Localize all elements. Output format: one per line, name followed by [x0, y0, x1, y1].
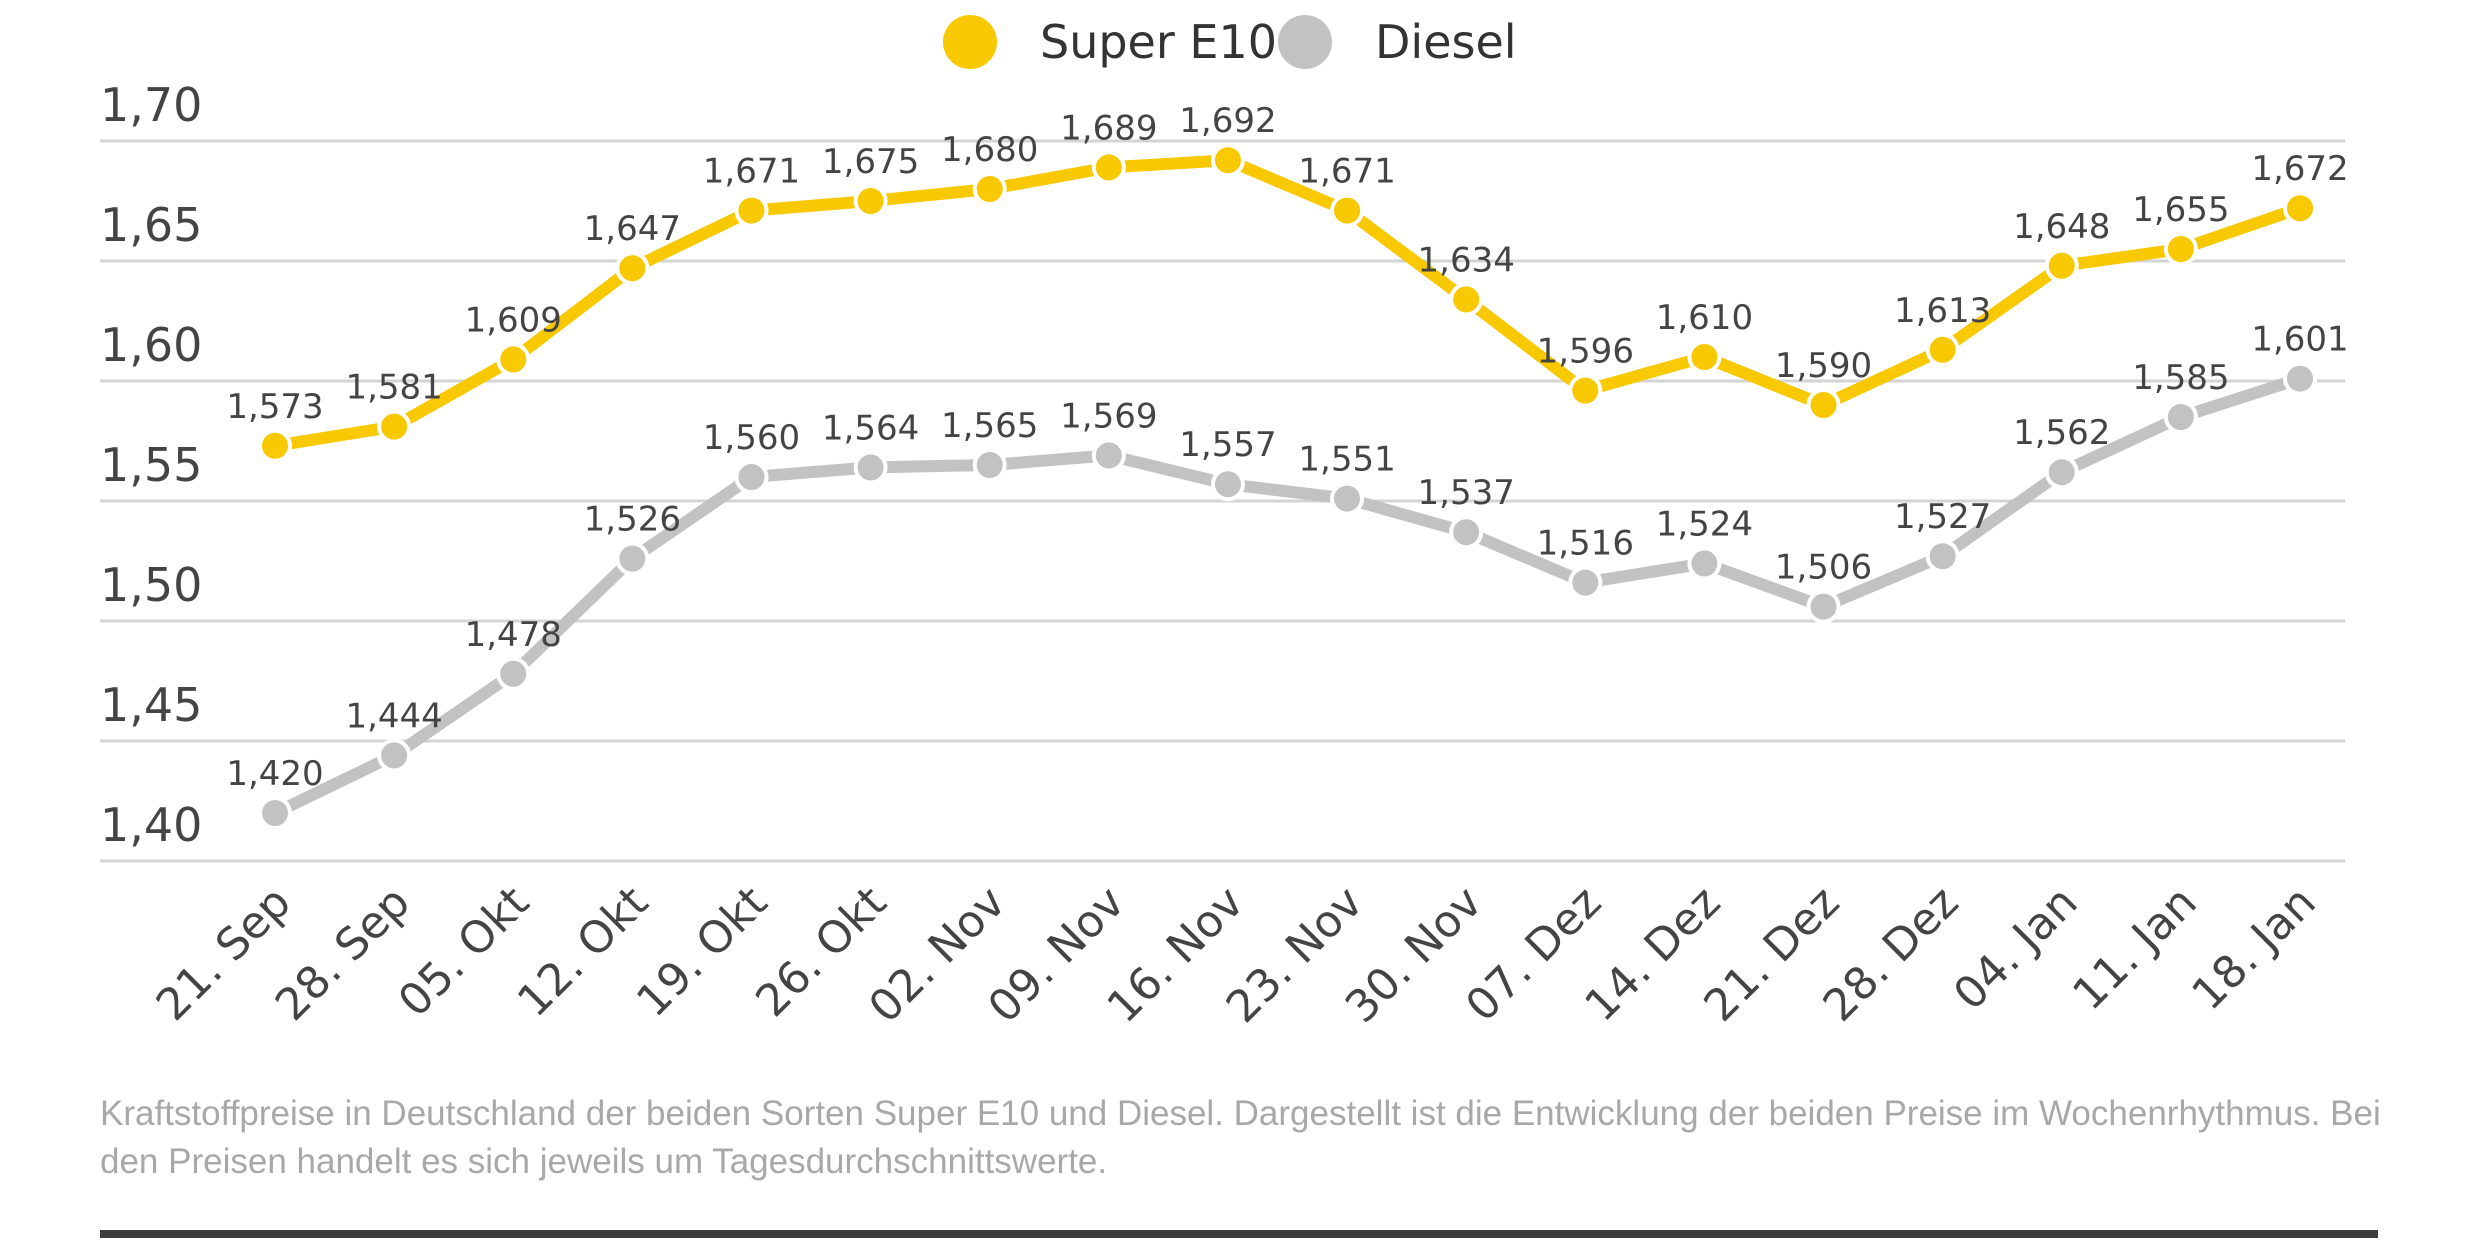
data-point	[2163, 232, 2198, 266]
bottom-divider	[100, 1230, 2378, 1238]
x-tick-label: 11. Jan	[2063, 877, 2206, 1020]
data-point	[2163, 400, 2198, 434]
data-label: 1,613	[1894, 291, 1991, 331]
x-tick-label: 04. Jan	[1944, 877, 2087, 1020]
data-point	[377, 738, 412, 773]
data-label: 1,671	[1298, 152, 1395, 192]
data-point	[1806, 589, 1841, 624]
data-label: 1,581	[345, 368, 442, 408]
x-tick-label: 18. Jan	[2182, 877, 2325, 1020]
data-label: 1,524	[1656, 504, 1753, 544]
series-line-diesel	[272, 372, 2302, 819]
data-label: 1,692	[1179, 101, 1276, 141]
x-tick-label: 05. Okt	[389, 877, 539, 1027]
data-point	[1925, 332, 1960, 367]
data-label: 1,527	[1894, 497, 1991, 537]
data-point	[2283, 191, 2317, 226]
data-point	[496, 656, 531, 691]
data-label: 1,569	[1060, 396, 1157, 436]
data-point	[1925, 539, 1960, 574]
data-label: 1,590	[1775, 346, 1872, 386]
series-line-super-e10	[274, 154, 2302, 452]
data-label: 1,689	[1060, 108, 1157, 148]
data-label: 1,444	[345, 696, 442, 736]
data-point	[1449, 282, 1484, 317]
legend-label: Diesel	[1375, 15, 1517, 69]
chart-caption: Kraftstoffpreise in Deutschland der beid…	[100, 1094, 2381, 1181]
data-label: 1,671	[703, 152, 800, 192]
data-label: 1,478	[465, 615, 562, 655]
data-label: 1,648	[2013, 207, 2110, 247]
data-label: 1,565	[941, 406, 1038, 446]
data-point	[258, 428, 292, 463]
data-point	[1210, 143, 1245, 178]
y-tick-label: 1,60	[100, 318, 202, 372]
data-point	[1091, 438, 1126, 473]
data-point	[1330, 481, 1365, 516]
data-point	[734, 460, 769, 494]
data-point	[1687, 340, 1722, 374]
data-point	[2283, 361, 2317, 396]
data-point	[1806, 388, 1841, 422]
data-label: 1,526	[584, 500, 681, 540]
legend-label: Super E10	[1040, 15, 1277, 69]
data-point	[2044, 248, 2079, 283]
data-label: 1,420	[226, 754, 323, 794]
data-point	[853, 184, 888, 218]
data-point	[1449, 515, 1484, 550]
data-point	[496, 342, 531, 377]
legend-marker	[1278, 15, 1332, 69]
data-label: 1,537	[1418, 473, 1515, 513]
data-point	[1568, 565, 1603, 600]
data-label: 1,596	[1537, 332, 1634, 372]
data-label: 1,655	[2132, 190, 2229, 230]
data-point	[972, 448, 1007, 482]
x-tick-label: 12. Okt	[508, 877, 658, 1027]
y-tick-label: 1,55	[100, 438, 202, 492]
data-label: 1,562	[2013, 413, 2110, 453]
data-point	[972, 172, 1007, 206]
data-point	[615, 541, 650, 576]
data-label: 1,647	[584, 209, 681, 249]
data-point	[1687, 546, 1722, 581]
data-label: 1,564	[822, 408, 919, 448]
y-tick-label: 1,45	[100, 678, 202, 732]
data-point	[1330, 193, 1365, 228]
data-label: 1,680	[941, 130, 1038, 170]
data-point	[615, 251, 650, 286]
data-point	[1568, 373, 1603, 408]
data-point	[1091, 150, 1126, 185]
data-label: 1,506	[1775, 548, 1872, 588]
data-label: 1,634	[1418, 240, 1515, 280]
x-tick-label: 28. Dez	[1814, 877, 1969, 1032]
data-label: 1,585	[2132, 358, 2229, 398]
data-label: 1,601	[2251, 320, 2348, 360]
data-point	[1210, 467, 1245, 502]
data-label: 1,610	[1656, 298, 1753, 338]
x-tick-label: 28. Sep	[266, 877, 420, 1031]
data-label: 1,551	[1298, 440, 1395, 480]
legend-marker	[943, 15, 997, 69]
y-tick-label: 1,50	[100, 558, 202, 612]
data-point	[2044, 455, 2079, 490]
data-point	[377, 409, 412, 444]
y-tick-label: 1,70	[100, 78, 202, 132]
data-point	[853, 450, 888, 485]
data-point	[734, 193, 769, 228]
data-label: 1,672	[2251, 149, 2348, 189]
x-tick-label: 19. Okt	[627, 877, 777, 1027]
data-point	[258, 796, 292, 830]
data-label: 1,557	[1179, 425, 1276, 465]
data-label: 1,516	[1537, 524, 1634, 564]
data-label: 1,675	[822, 142, 919, 182]
y-tick-label: 1,40	[100, 798, 202, 852]
y-tick-label: 1,65	[100, 198, 202, 252]
data-label: 1,560	[703, 418, 800, 458]
data-label: 1,609	[465, 300, 562, 340]
data-label: 1,573	[226, 387, 323, 427]
